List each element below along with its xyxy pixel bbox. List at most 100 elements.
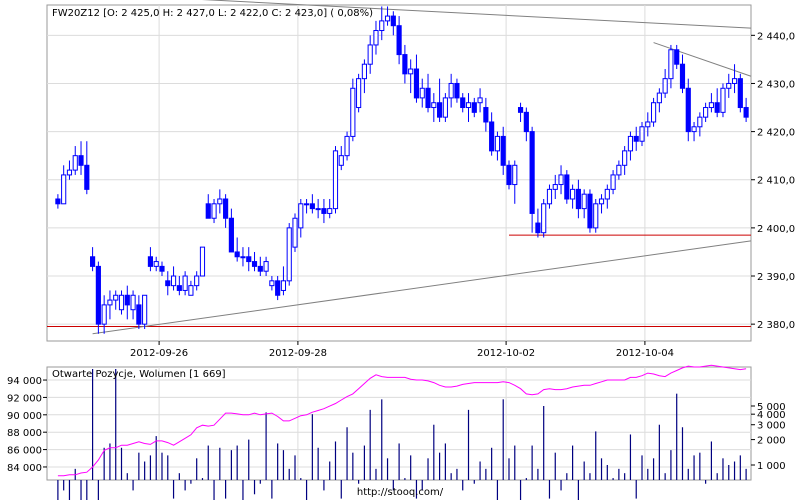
candle-body <box>570 188 576 200</box>
candle-body <box>367 44 373 65</box>
candle-body <box>361 63 367 80</box>
candle-body <box>101 304 107 325</box>
candle-body <box>708 102 714 109</box>
candle-body <box>483 107 489 123</box>
candle-body <box>500 135 506 166</box>
candle-body <box>610 174 616 190</box>
price-tick-label: 2 410,0 <box>757 176 795 187</box>
candle-body <box>309 203 315 210</box>
open-interest-tick-label: 90 000 <box>7 411 42 422</box>
candle-body <box>720 87 726 113</box>
candle-body <box>743 107 749 118</box>
candle-body <box>633 135 639 142</box>
candle-body <box>679 63 686 89</box>
source-url[interactable]: http://stooq.com/ <box>357 487 444 498</box>
candle-body <box>269 280 275 287</box>
candle-body <box>286 227 292 282</box>
candle-body <box>205 203 211 219</box>
candle-body <box>512 164 518 186</box>
open-interest-series <box>57 364 747 477</box>
candle-body <box>494 135 501 152</box>
candle-body <box>246 256 252 263</box>
candle-body <box>662 78 668 94</box>
open-interest-tick-label: 86 000 <box>7 446 42 457</box>
candle-body <box>292 217 298 248</box>
candle-body <box>356 78 362 109</box>
candle-body <box>223 198 229 219</box>
date-tick-label: 2012-09-26 <box>130 348 188 359</box>
price-tick-label: 2 420,0 <box>757 128 795 139</box>
candle-body <box>130 294 136 311</box>
candle-body <box>575 188 581 210</box>
candlestick-series <box>55 6 749 334</box>
volume-tick-label: 4 000 <box>757 410 786 421</box>
candle-body <box>280 280 287 291</box>
candle-body <box>622 150 628 166</box>
candle-body <box>142 294 148 325</box>
candle-body <box>564 174 570 200</box>
candle-body <box>489 121 495 152</box>
candle-body <box>529 131 535 214</box>
volume-tick-label: 1 000 <box>757 461 786 472</box>
open-interest-tick-label: 84 000 <box>7 463 42 474</box>
candle-body <box>118 294 125 311</box>
candle-body <box>731 78 738 84</box>
candle-body <box>298 203 304 229</box>
candle-body <box>107 299 113 306</box>
candle-body <box>384 15 391 22</box>
candle-body <box>587 193 593 229</box>
price-tick-label: 2 380,0 <box>757 320 795 331</box>
candle-body <box>350 87 356 137</box>
open-interest-line <box>57 364 747 477</box>
volume-tick-label: 5 000 <box>757 402 786 413</box>
date-tick-label: 2012-10-02 <box>477 348 535 359</box>
candle-body <box>338 155 344 166</box>
candle-body <box>535 222 541 234</box>
candle-body <box>194 275 200 287</box>
candle-body <box>477 97 483 104</box>
price-tick-label: 2 400,0 <box>757 224 795 235</box>
candle-body <box>581 193 587 210</box>
candle-body <box>373 30 379 46</box>
candle-body <box>153 261 159 267</box>
candle-body <box>170 275 177 287</box>
candle-body <box>257 265 263 272</box>
candle-body <box>228 217 234 253</box>
price-chart-title: FW20Z12 [O: 2 425,0 H: 2 427,0 L: 2 422,… <box>52 8 373 19</box>
candle-body <box>413 68 420 99</box>
candle-body <box>650 102 657 123</box>
candle-body <box>240 256 246 259</box>
open-interest-tick-label: 92 000 <box>7 393 42 404</box>
candle-body <box>558 174 564 186</box>
candle-body <box>165 280 171 287</box>
candle-body <box>645 121 651 128</box>
candle-body <box>685 87 691 133</box>
candle-body <box>275 280 281 296</box>
candle-body <box>72 155 78 171</box>
candle-body <box>598 198 605 205</box>
candle-body <box>674 49 680 65</box>
candle-body <box>442 97 448 118</box>
candle-body <box>78 155 84 166</box>
open-interest-tick-label: 94 000 <box>7 376 42 387</box>
candle-body <box>552 184 558 190</box>
candle-body <box>147 256 154 267</box>
candle-body <box>263 261 269 272</box>
candle-body <box>61 174 67 205</box>
price-panel: 2 440,0 2 430,0 2 420,0 2 410,0 2 400,0 2 390… <box>46 0 795 359</box>
candle-body <box>546 188 553 205</box>
candle-body <box>321 208 327 214</box>
candle-body <box>408 68 414 75</box>
candle-body <box>402 54 408 75</box>
candle-body <box>211 203 217 219</box>
candle-body <box>182 275 188 291</box>
date-tick-label: 2012-09-28 <box>269 348 327 359</box>
candle-body <box>425 87 431 109</box>
candle-body <box>714 102 720 113</box>
candle-body <box>396 25 402 56</box>
price-tick-label: 2 440,0 <box>757 31 795 42</box>
candle-body <box>639 126 645 142</box>
candle-body <box>703 107 709 118</box>
candle-body <box>332 150 339 210</box>
